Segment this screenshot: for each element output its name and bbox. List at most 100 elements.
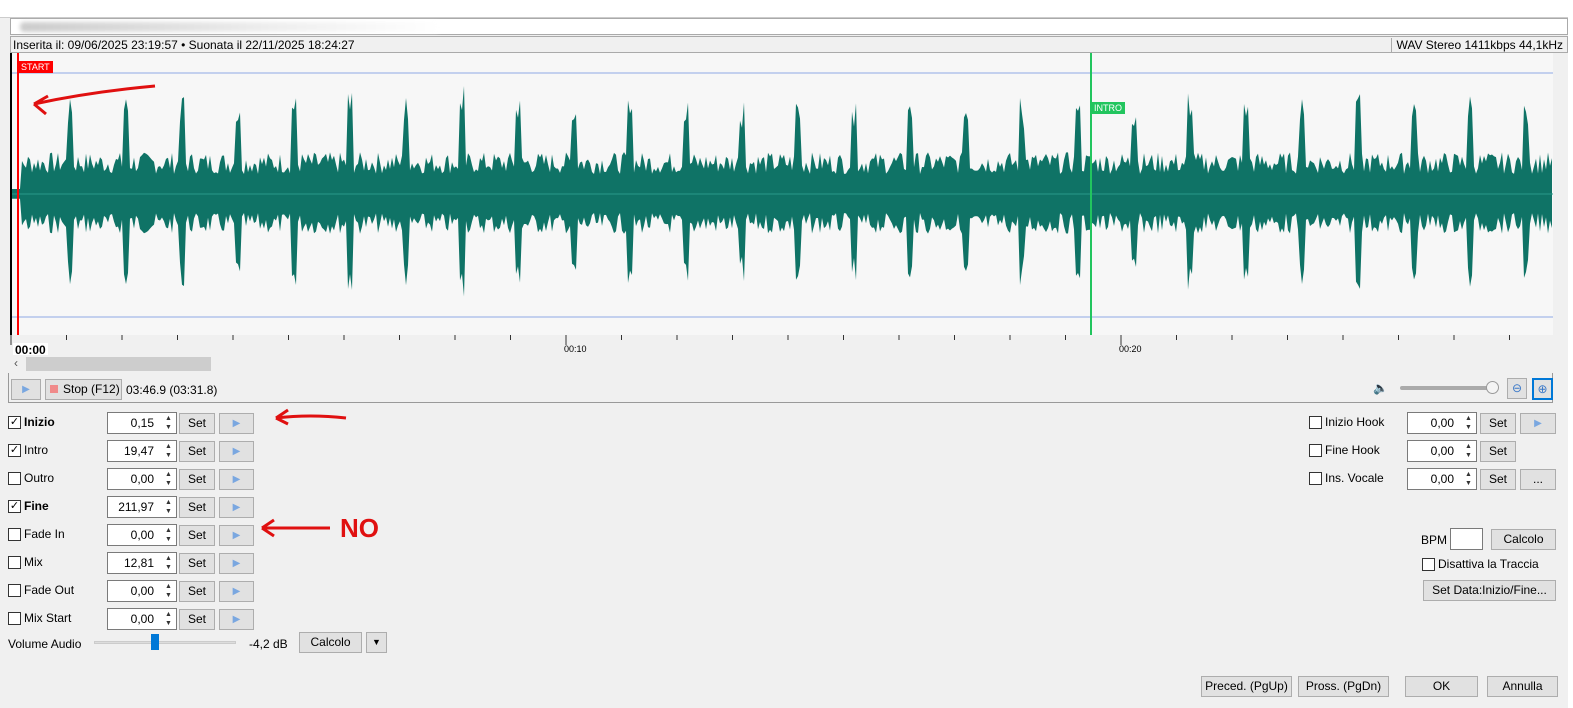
prev-button[interactable]: Preced. (PgUp): [1201, 676, 1292, 697]
hook-set-button[interactable]: Set: [1480, 469, 1516, 490]
hook-checkbox[interactable]: [1309, 416, 1322, 429]
cue-play-button[interactable]: ▶: [219, 581, 254, 602]
cue-checkbox[interactable]: [8, 556, 21, 569]
cue-label: Mix Start: [24, 611, 72, 625]
cue-checkbox[interactable]: [8, 528, 21, 541]
cue-value-input[interactable]: 19,47 ▲ ▼: [107, 440, 177, 462]
cue-spinner[interactable]: ▲ ▼: [165, 499, 172, 515]
cue-play-button[interactable]: ▶: [219, 609, 254, 630]
waveform-svg: [12, 53, 1553, 335]
audio-volume-slider[interactable]: [94, 641, 236, 644]
hook-value-input[interactable]: 0,00 ▲ ▼: [1407, 468, 1477, 490]
cue-value-input[interactable]: 0,15 ▲ ▼: [107, 412, 177, 434]
hook-value-input[interactable]: 0,00 ▲ ▼: [1407, 412, 1477, 434]
cue-spinner[interactable]: ▲ ▼: [165, 527, 172, 543]
cue-set-button[interactable]: Set: [179, 441, 215, 462]
volume-calc-dropdown[interactable]: ▼: [366, 632, 387, 653]
volume-label: Volume Audio: [8, 637, 82, 651]
cue-value-input[interactable]: 0,00 ▲ ▼: [107, 468, 177, 490]
audio-volume-thumb[interactable]: [151, 634, 159, 650]
ruler-label-10: 00:10: [564, 344, 587, 354]
cue-value-input[interactable]: 211,97 ▲ ▼: [107, 496, 177, 518]
stop-button[interactable]: Stop (F12): [45, 379, 122, 400]
waveform-shape: [12, 86, 1552, 297]
cue-play-button[interactable]: ▶: [219, 469, 254, 490]
cue-checkbox[interactable]: ✓: [8, 500, 21, 513]
vocal-more-button[interactable]: ...: [1520, 469, 1556, 490]
cue-value: 0,00: [130, 472, 154, 486]
playback-volume-slider[interactable]: [1400, 386, 1495, 390]
volume-calc-button[interactable]: Calcolo: [299, 632, 362, 653]
playback-volume-thumb[interactable]: [1486, 381, 1499, 394]
redacted-title: [20, 22, 440, 32]
cue-set-button[interactable]: Set: [179, 525, 215, 546]
horizontal-scrollbar[interactable]: ‹: [10, 355, 1553, 373]
cue-spinner[interactable]: ▲ ▼: [165, 415, 172, 431]
cue-checkbox[interactable]: ✓: [8, 416, 21, 429]
cue-label: Intro: [24, 443, 49, 457]
start-marker-label[interactable]: START: [18, 61, 53, 73]
cue-set-button[interactable]: Set: [179, 469, 215, 490]
cue-spinner[interactable]: ▲ ▼: [165, 583, 172, 599]
cue-checkbox[interactable]: [8, 472, 21, 485]
hook-spinner[interactable]: ▲ ▼: [1465, 443, 1472, 459]
ruler-ticks: [10, 335, 1510, 345]
cue-spinner[interactable]: ▲ ▼: [165, 471, 172, 487]
zoom-in-icon[interactable]: ⊕: [1532, 378, 1553, 400]
transport-frame: [8, 373, 1553, 403]
hook-value: 0,00: [1430, 444, 1454, 458]
cue-checkbox[interactable]: ✓: [8, 444, 21, 457]
cue-set-button[interactable]: Set: [179, 609, 215, 630]
hook-spinner[interactable]: ▲ ▼: [1465, 471, 1472, 487]
bpm-calc-button[interactable]: Calcolo: [1491, 529, 1556, 550]
set-data-button[interactable]: Set Data:Inizio/Fine...: [1423, 580, 1556, 601]
cue-value: 0,00: [130, 584, 154, 598]
cue-checkbox[interactable]: [8, 612, 21, 625]
info-bar: Inserita il: 09/06/2025 23:19:57 • Suona…: [10, 36, 1568, 53]
cue-set-button[interactable]: Set: [179, 497, 215, 518]
speaker-icon: 🔈: [1373, 381, 1388, 395]
hook-spinner[interactable]: ▲ ▼: [1465, 415, 1472, 431]
disable-track-checkbox[interactable]: [1422, 558, 1435, 571]
cue-spinner[interactable]: ▲ ▼: [165, 443, 172, 459]
bpm-label: BPM: [1421, 533, 1448, 547]
bpm-input[interactable]: [1450, 528, 1483, 550]
cue-play-button[interactable]: ▶: [219, 441, 254, 462]
cue-play-button[interactable]: ▶: [219, 553, 254, 574]
cue-checkbox[interactable]: [8, 584, 21, 597]
hook-play-button[interactable]: ▶: [1520, 413, 1556, 434]
waveform[interactable]: START INTRO: [10, 53, 1553, 335]
hook-checkbox[interactable]: [1309, 472, 1322, 485]
cue-label: Fine: [24, 499, 49, 513]
hook-value-input[interactable]: 0,00 ▲ ▼: [1407, 440, 1477, 462]
cue-play-button[interactable]: ▶: [219, 497, 254, 518]
scrollbar-thumb[interactable]: [26, 357, 211, 371]
zoom-out-icon[interactable]: ⊖: [1507, 378, 1527, 399]
cue-play-button[interactable]: ▶: [219, 413, 254, 434]
cue-value-input[interactable]: 0,00 ▲ ▼: [107, 608, 177, 630]
cue-spinner[interactable]: ▲ ▼: [165, 555, 172, 571]
cue-value-input[interactable]: 0,00 ▲ ▼: [107, 524, 177, 546]
hook-label: Inizio Hook: [1325, 415, 1385, 429]
cue-value: 12,81: [123, 556, 154, 570]
scroll-left-icon[interactable]: ‹: [14, 356, 18, 370]
cue-value-input[interactable]: 0,00 ▲ ▼: [107, 580, 177, 602]
cue-set-button[interactable]: Set: [179, 553, 215, 574]
cue-set-button[interactable]: Set: [179, 581, 215, 602]
disable-track-label: Disattiva la Traccia: [1438, 557, 1539, 571]
hook-checkbox[interactable]: [1309, 444, 1322, 457]
next-button[interactable]: Pross. (PgDn): [1298, 676, 1389, 697]
cue-value: 19,47: [123, 444, 154, 458]
intro-marker-label[interactable]: INTRO: [1091, 102, 1125, 114]
hook-set-button[interactable]: Set: [1480, 413, 1516, 434]
cue-value-input[interactable]: 12,81 ▲ ▼: [107, 552, 177, 574]
cue-spinner[interactable]: ▲ ▼: [165, 611, 172, 627]
hook-label: Fine Hook: [1325, 443, 1380, 457]
hook-set-button[interactable]: Set: [1480, 441, 1516, 462]
ok-button[interactable]: OK: [1405, 676, 1478, 697]
cancel-button[interactable]: Annulla: [1487, 676, 1558, 697]
play-button[interactable]: ▶: [11, 379, 41, 400]
hook-value: 0,00: [1430, 416, 1454, 430]
cue-set-button[interactable]: Set: [179, 413, 215, 434]
cue-play-button[interactable]: ▶: [219, 525, 254, 546]
